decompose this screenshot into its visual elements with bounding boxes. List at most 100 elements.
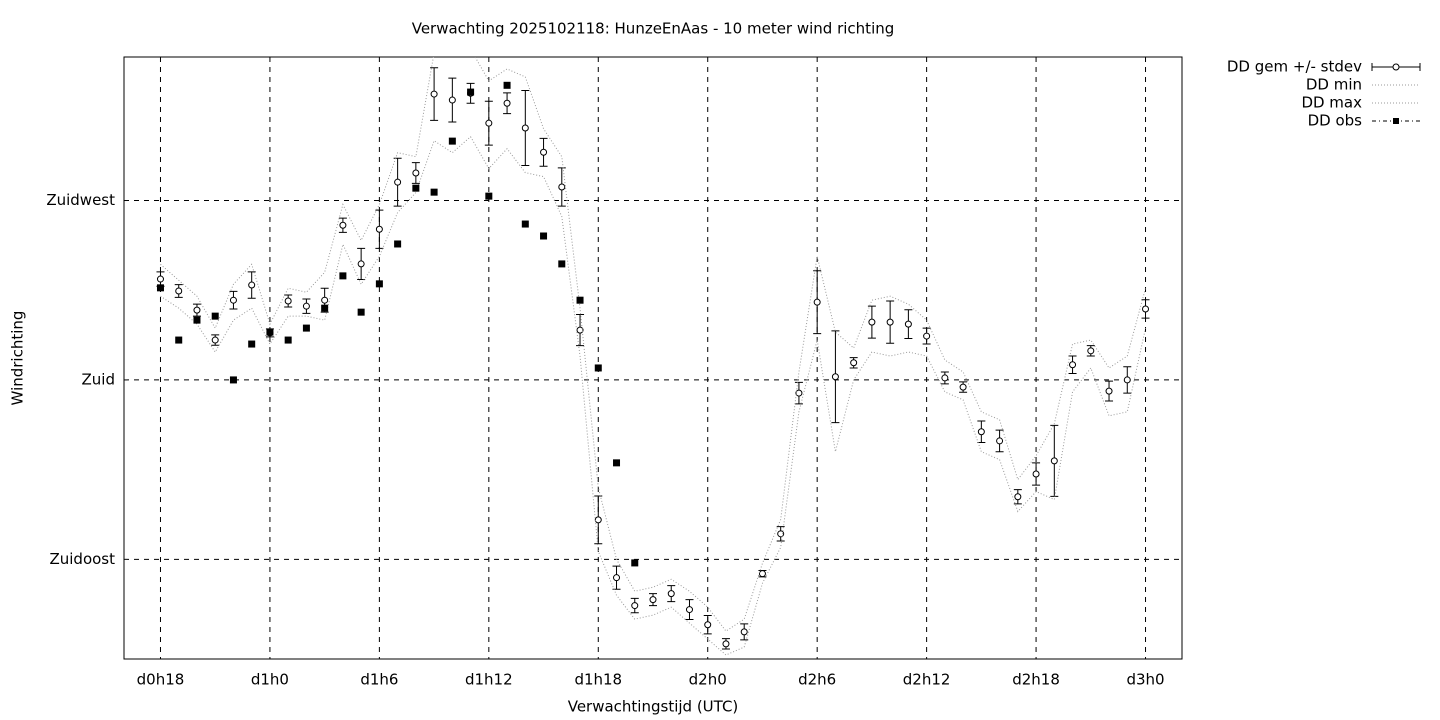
mean-point [1032,470,1040,478]
mean-point [576,326,584,334]
obs-point [631,559,639,567]
mean-point [667,590,675,598]
mean-point [685,606,693,614]
x-tick-label: d1h6 [360,671,398,689]
obs-point [503,81,511,89]
mean-point [1105,387,1113,395]
x-tick-label: d2h18 [1012,671,1060,689]
mean-point [357,260,365,268]
legend-label: DD obs [1308,112,1363,130]
obs-point [229,376,237,384]
obs-point [266,328,274,336]
obs-point [302,324,310,332]
mean-point [1087,347,1095,355]
obs-point [412,184,420,192]
mean-point [339,221,347,229]
mean-point [631,602,639,610]
mean-point [831,373,839,381]
mean-point [594,516,602,524]
obs-point [558,260,566,268]
obs-point [156,284,164,292]
plot-frame [123,56,1183,660]
obs-point [175,336,183,344]
legend-swatch [1393,118,1399,124]
mean-point [1069,361,1077,369]
x-tick-label: d1h18 [574,671,622,689]
mean-point [558,183,566,191]
plot-area [156,57,1150,656]
mean-point [412,169,420,177]
mean-point [649,596,657,604]
obs-point [211,312,219,320]
mean-point [284,297,292,305]
obs-point [613,459,621,467]
mean-point [248,281,256,289]
legend-label: DD gem +/- stdev [1227,58,1362,76]
mean-point [302,302,310,310]
obs-point [284,336,292,344]
obs-point [357,308,365,316]
x-tick-label: d1h12 [465,671,513,689]
obs-point [576,296,584,304]
mean-point [1142,305,1150,313]
mean-point [704,621,712,629]
mean-point [923,332,931,340]
obs-point [339,272,347,280]
x-tick-label: d3h0 [1126,671,1164,689]
obs-point [485,192,493,200]
x-tick-label: d2h6 [798,671,836,689]
mean-point [777,530,785,538]
mean-point [156,275,164,283]
y-tick-label: Zuidwest [46,191,115,209]
legend-swatch [1392,63,1400,71]
mean-point [740,628,748,636]
obs-point [375,280,383,288]
obs-point [521,220,529,228]
mean-point [503,99,511,107]
legend-label: DD max [1301,94,1362,112]
mean-point [1014,493,1022,501]
mean-point [813,298,821,306]
mean-point [959,383,967,391]
obs-point [321,304,329,312]
mean-point [229,296,237,304]
mean-point [868,318,876,326]
mean-point [722,640,730,648]
mean-point [850,359,858,367]
obs-point [594,364,602,372]
chart-title: Verwachting 2025102118: HunzeEnAas - 10 … [412,20,895,38]
mean-point [540,148,548,156]
x-tick-label: d0h18 [137,671,185,689]
mean-point [375,225,383,233]
range-line [160,57,1147,632]
mean-point [175,287,183,295]
mean-point [430,90,438,98]
mean-point [448,96,456,104]
mean-point [941,374,949,382]
y-tick-label: Zuid [82,370,115,388]
mean-point [886,318,894,326]
x-tick-label: d2h12 [903,671,951,689]
mean-point [394,178,402,186]
mean-point [521,124,529,132]
mean-point [904,320,912,328]
mean-point [613,574,621,582]
obs-point [540,232,548,240]
mean-point [193,306,201,314]
mean-point [1050,457,1058,465]
obs-point [248,340,256,348]
mean-point [758,570,766,578]
mean-point [485,119,493,127]
obs-point [394,240,402,248]
mean-point [211,336,219,344]
obs-point [430,188,438,196]
range-line [160,135,1147,656]
x-tick-label: d2h0 [689,671,727,689]
x-tick-label: d1h0 [251,671,289,689]
y-axis-label: Windrichting [9,311,27,406]
mean-point [996,437,1004,445]
mean-point [977,428,985,436]
legend-label: DD min [1306,76,1362,94]
obs-point [448,137,456,145]
